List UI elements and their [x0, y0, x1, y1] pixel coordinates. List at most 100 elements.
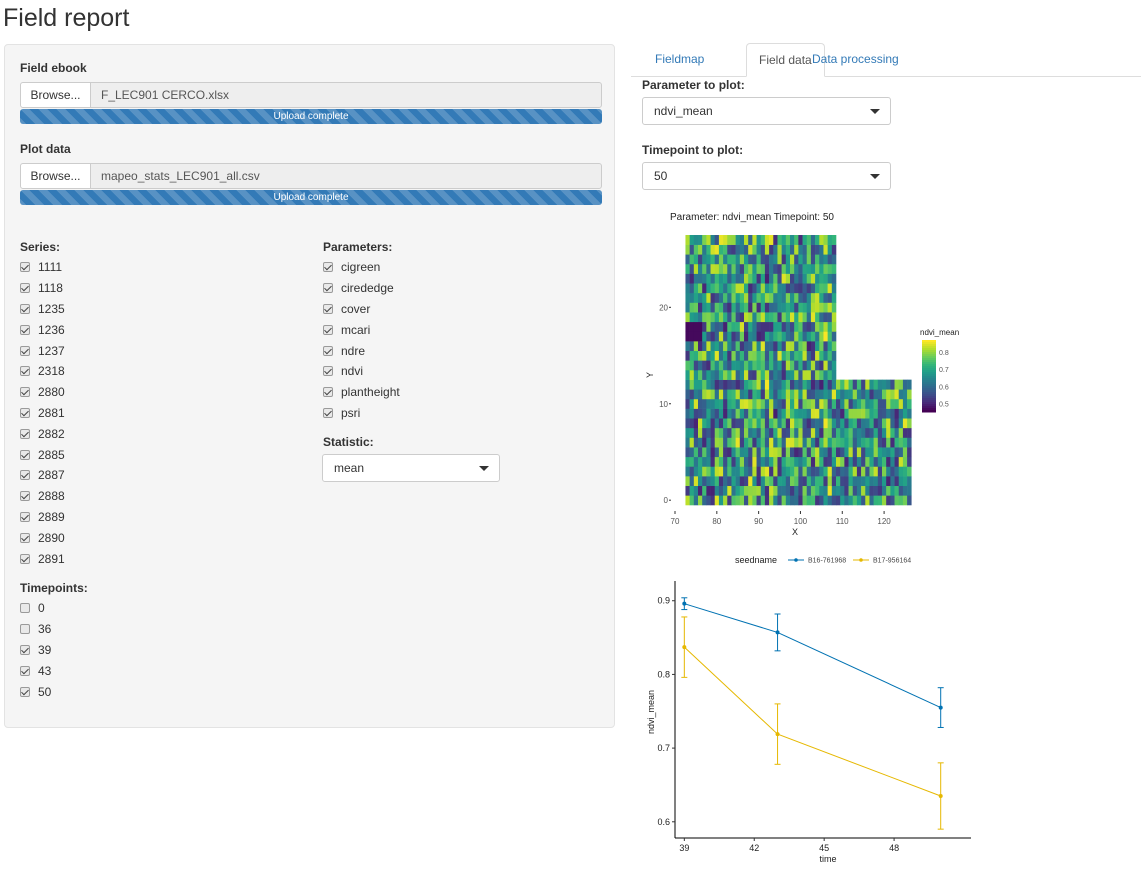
heatmap-cell	[689, 263, 695, 274]
checkbox-item[interactable]: 0	[20, 598, 51, 619]
checkbox-item[interactable]: 2882	[20, 423, 65, 444]
timepoint-select[interactable]: 50	[642, 162, 891, 190]
checkbox-item[interactable]: 2318	[20, 361, 65, 382]
heatmap-cell	[831, 379, 837, 390]
checkbox-item[interactable]: 2891	[20, 548, 65, 569]
heatmap-cell	[785, 398, 791, 409]
heatmap-cell	[823, 273, 828, 284]
legend-tick-label: 0.8	[939, 350, 949, 357]
heatmap-cell	[773, 408, 778, 419]
heatmap-cell	[831, 360, 837, 371]
checkbox-item[interactable]: 2890	[20, 527, 65, 548]
field-ebook-filename[interactable]: F_LEC901 CERCO.xlsx	[90, 82, 602, 108]
heatmap-cell	[760, 263, 766, 274]
heatmap-cell	[894, 466, 900, 477]
checkbox-item[interactable]: 1235	[20, 299, 65, 320]
checkbox-item[interactable]: 2880	[20, 382, 65, 403]
checkbox-checked-icon[interactable]	[20, 665, 30, 676]
checkbox-checked-icon[interactable]	[20, 387, 30, 398]
checkbox-checked-icon[interactable]	[20, 553, 30, 564]
heatmap-cell	[714, 312, 720, 323]
heatmap-cell	[794, 302, 799, 313]
checkbox-checked-icon[interactable]	[20, 303, 30, 314]
legend-colorbar-segment	[922, 354, 936, 357]
checkbox-checked-icon[interactable]	[20, 470, 30, 481]
checkbox-checked-icon[interactable]	[20, 262, 30, 273]
heatmap-cell	[693, 398, 699, 409]
checkbox-item[interactable]: 50	[20, 681, 51, 702]
checkbox-checked-icon[interactable]	[323, 303, 333, 314]
checkbox-item[interactable]: psri	[323, 403, 400, 424]
checkbox-item[interactable]: 2881	[20, 403, 65, 424]
checkbox-item[interactable]: 1237	[20, 340, 65, 361]
checkbox-checked-icon[interactable]	[323, 387, 333, 398]
checkbox-checked-icon[interactable]	[323, 407, 333, 418]
plot-data-browse-button[interactable]: Browse...	[20, 163, 91, 189]
checkbox-item[interactable]: cirededge	[323, 278, 400, 299]
checkbox-checked-icon[interactable]	[20, 283, 30, 294]
heatmap-cell	[714, 283, 720, 294]
checkbox-checked-icon[interactable]	[20, 366, 30, 377]
checkbox-checked-icon[interactable]	[323, 283, 333, 294]
tab-fieldmap[interactable]: Fieldmap	[655, 52, 705, 66]
checkbox-unchecked-icon[interactable]	[20, 603, 30, 614]
data-point	[775, 630, 780, 635]
tab-data-processing[interactable]: Data processing	[812, 52, 899, 66]
checkbox-checked-icon[interactable]	[20, 407, 30, 418]
heatmap-cell	[777, 302, 782, 313]
checkbox-item[interactable]: 2888	[20, 486, 65, 507]
heatmap-cell	[865, 495, 870, 506]
checkbox-item[interactable]: 2885	[20, 444, 65, 465]
checkbox-item[interactable]: 36	[20, 619, 51, 640]
heatmap-cell	[731, 360, 736, 371]
heatmap-cell	[882, 476, 887, 487]
field-ebook-browse-button[interactable]: Browse...	[20, 82, 91, 108]
checkbox-item[interactable]: 43	[20, 660, 51, 681]
heatmap-cell	[790, 312, 795, 323]
checkbox-item[interactable]: mcari	[323, 319, 400, 340]
checkbox-checked-icon[interactable]	[20, 491, 30, 502]
plot-data-filename[interactable]: mapeo_stats_LEC901_all.csv	[90, 163, 602, 189]
checkbox-item[interactable]: 2887	[20, 465, 65, 486]
checkbox-item[interactable]: 1118	[20, 278, 65, 299]
checkbox-item[interactable]: 1111	[20, 257, 65, 278]
checkbox-item[interactable]: 1236	[20, 319, 65, 340]
heatmap-cell	[693, 485, 699, 496]
parameter-select[interactable]: ndvi_mean	[642, 97, 891, 125]
heatmap-cell	[727, 312, 732, 323]
checkbox-unchecked-icon[interactable]	[20, 624, 30, 635]
heatmap-cell	[823, 244, 828, 255]
field-ebook-input: Browse... F_LEC901 CERCO.xlsx	[20, 82, 602, 110]
checkbox-item[interactable]: cover	[323, 299, 400, 320]
heatmap-cell	[852, 398, 858, 409]
heatmap-cell	[856, 476, 862, 487]
checkbox-item[interactable]: ndvi	[323, 361, 400, 382]
checkbox-checked-icon[interactable]	[20, 532, 30, 543]
checkbox-checked-icon[interactable]	[323, 345, 333, 356]
checkbox-item[interactable]: plantheight	[323, 382, 400, 403]
checkbox-checked-icon[interactable]	[20, 686, 30, 697]
checkbox-checked-icon[interactable]	[20, 324, 30, 335]
heatmap-cell	[685, 398, 690, 409]
heatmap-cell	[865, 466, 870, 477]
checkbox-checked-icon[interactable]	[323, 324, 333, 335]
statistic-select[interactable]: mean	[322, 454, 500, 482]
checkbox-checked-icon[interactable]	[20, 644, 30, 655]
checkbox-item[interactable]: 2889	[20, 507, 65, 528]
heatmap-cell	[702, 254, 707, 265]
heatmap-cell	[869, 437, 874, 448]
checkbox-checked-icon[interactable]	[20, 449, 30, 460]
checkbox-checked-icon[interactable]	[323, 262, 333, 273]
checkbox-checked-icon[interactable]	[20, 345, 30, 356]
checkbox-item[interactable]: ndre	[323, 340, 400, 361]
checkbox-checked-icon[interactable]	[20, 511, 30, 522]
heatmap-cell	[856, 427, 862, 438]
checkbox-item[interactable]: cigreen	[323, 257, 400, 278]
tab-field-data[interactable]: Field data	[746, 43, 825, 77]
heatmap-cell	[727, 495, 732, 506]
checkbox-checked-icon[interactable]	[20, 428, 30, 439]
heatmap-cell	[802, 254, 808, 265]
checkbox-checked-icon[interactable]	[323, 366, 333, 377]
heatmap-cell	[685, 456, 690, 467]
checkbox-item[interactable]: 39	[20, 640, 51, 661]
